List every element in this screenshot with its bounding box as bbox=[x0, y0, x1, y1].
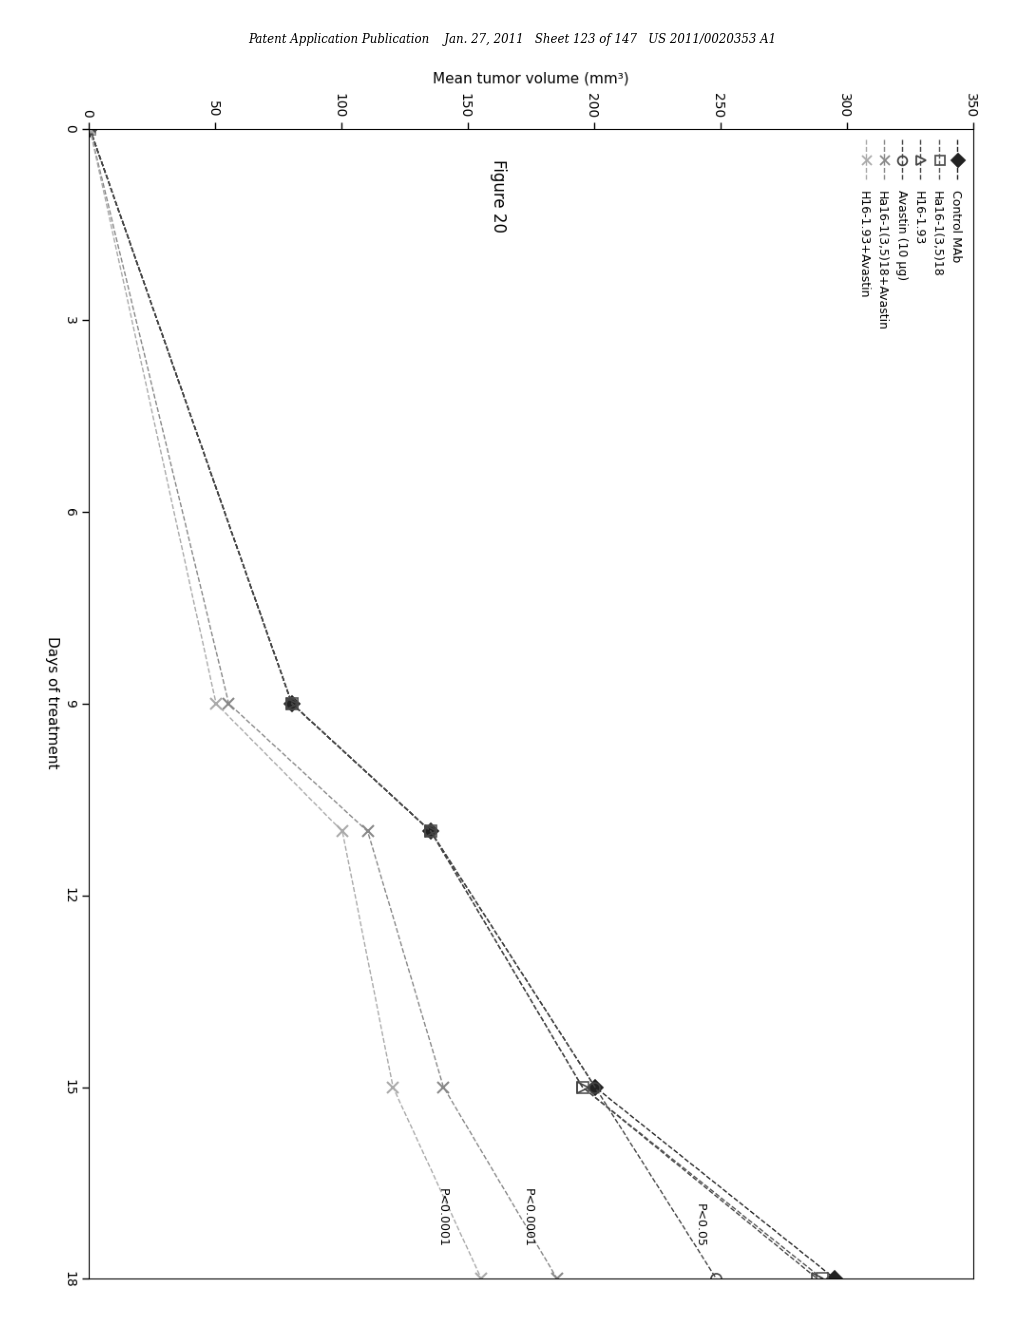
Text: Patent Application Publication    Jan. 27, 2011   Sheet 123 of 147   US 2011/002: Patent Application Publication Jan. 27, … bbox=[248, 33, 776, 46]
